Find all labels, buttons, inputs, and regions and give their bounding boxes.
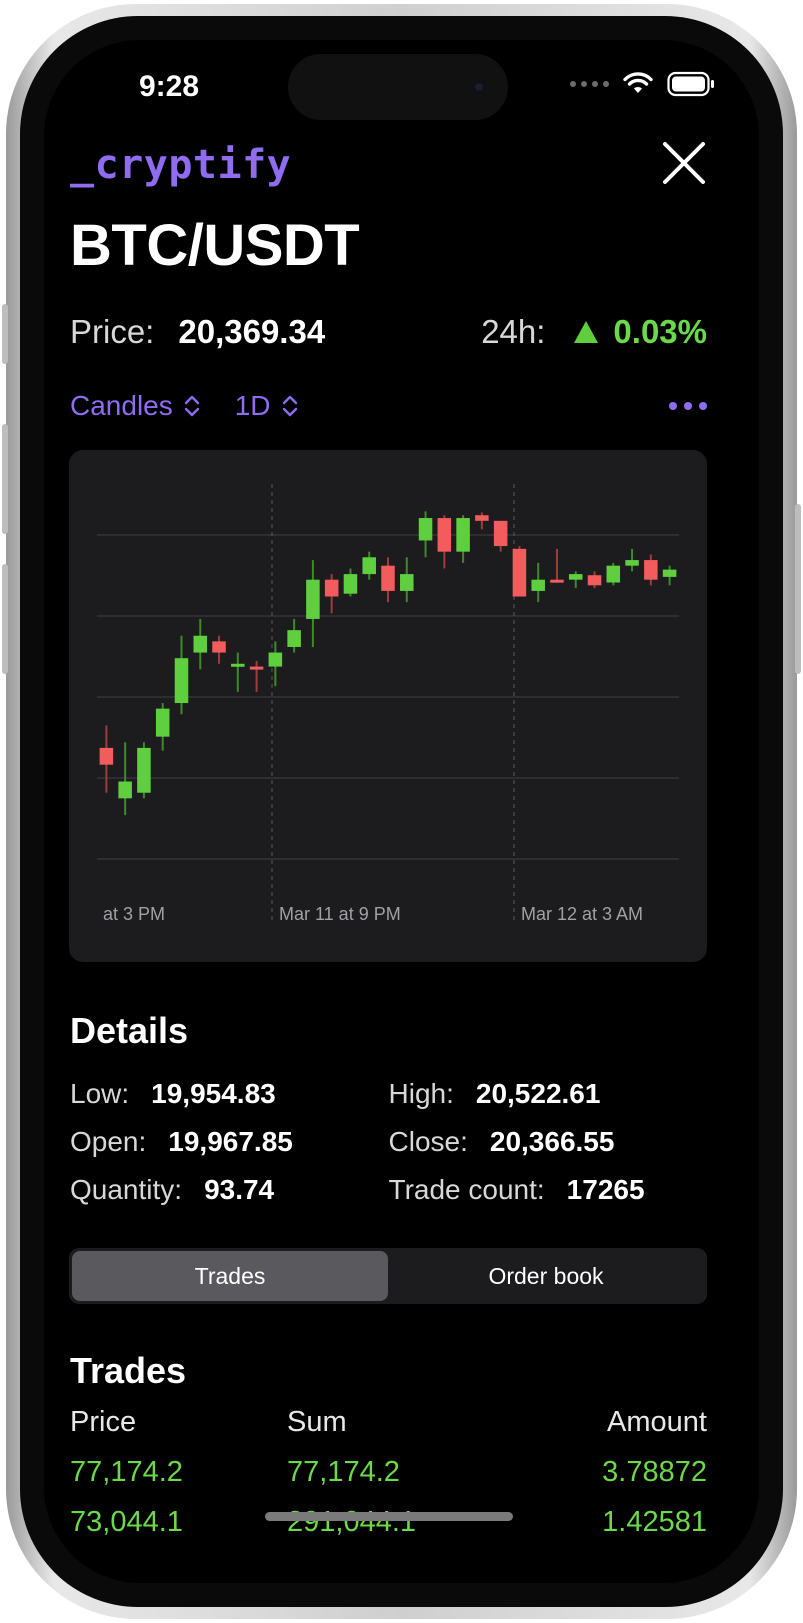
status-icons: [570, 70, 715, 98]
price-column-header: Price: [70, 1406, 137, 1438]
battery-icon: [667, 71, 714, 97]
candlestick-chart[interactable]: at 3 PM Mar 11 at 9 PM Mar 12 at 3 AM: [69, 450, 707, 962]
chart-controls: Candles 1D: [70, 386, 707, 426]
trade-count-value: 17265: [566, 1174, 645, 1205]
candle-body: [531, 579, 545, 591]
candle-body: [512, 548, 527, 597]
volume-up-button: [2, 424, 8, 534]
app-screen: 9:28 _cryptify BTC/USDT Price: 20,369.34…: [44, 40, 759, 1583]
more-options-icon[interactable]: [669, 402, 707, 410]
trades-title: Trades: [70, 1350, 187, 1391]
x-tick-label: at 3 PM: [103, 904, 165, 924]
segmented-control: Trades Order book: [69, 1248, 707, 1304]
candle-body: [287, 630, 301, 647]
open-value: 19,967.85: [168, 1126, 293, 1157]
high-label: High:: [388, 1078, 454, 1109]
interval-picker[interactable]: 1D: [235, 390, 299, 422]
candle-body: [644, 560, 658, 580]
trade-sum: 291,044.1: [287, 1506, 417, 1538]
interval-label: 1D: [234, 390, 271, 421]
candle-body: [212, 641, 226, 653]
chevron-up-down-icon: [184, 395, 199, 417]
candle-body: [568, 574, 583, 580]
low-value: 19,954.83: [151, 1078, 276, 1109]
pair-title: BTC/USDT: [70, 213, 360, 278]
high-value: 20,522.61: [475, 1078, 601, 1109]
candle-body: [606, 565, 621, 583]
trade-row: 77,174.2 77,174.2 3.78872: [70, 1456, 707, 1496]
candle-body: [456, 518, 470, 552]
arrow-up-icon: [574, 321, 599, 343]
price-row: Price: 20,369.34 24h: 0.03%: [70, 310, 707, 354]
trade-count-label: Trade count:: [388, 1174, 545, 1205]
open-label: Open:: [70, 1126, 147, 1157]
candle-body: [118, 781, 132, 799]
price-label: Price:: [70, 313, 155, 350]
candle-body: [268, 652, 283, 667]
candle-body: [155, 708, 170, 737]
candle-body: [324, 579, 339, 597]
candle-body: [99, 747, 114, 765]
close-value: 20,366.55: [489, 1126, 615, 1157]
candle-body: [418, 518, 433, 541]
candle-body: [306, 579, 320, 619]
candle-body: [193, 635, 208, 653]
tab-order-book[interactable]: Order book: [488, 1262, 604, 1289]
close-icon[interactable]: [661, 140, 707, 186]
quantity-label: Quantity:: [70, 1174, 183, 1205]
wifi-icon: [623, 72, 653, 93]
candle-body: [343, 574, 358, 594]
power-button: [795, 504, 801, 674]
candle-body: [475, 515, 489, 521]
trade-price: 77,174.2: [70, 1456, 183, 1488]
side-button: [2, 304, 8, 364]
app-logo: _cryptify: [70, 142, 292, 188]
x-tick-label: Mar 12 at 3 AM: [521, 904, 643, 924]
details-row: Quantity: 93.74 Trade count: 17265: [70, 1166, 707, 1214]
candle-body: [381, 565, 395, 591]
candle-body: [362, 557, 376, 575]
price-value: 20,369.34: [178, 313, 326, 350]
tab-trades[interactable]: Trades: [72, 1251, 388, 1301]
candle-body: [493, 520, 508, 547]
details-title: Details: [70, 1010, 189, 1051]
chart-canvas: at 3 PM Mar 11 at 9 PM Mar 12 at 3 AM: [97, 484, 679, 924]
low-label: Low:: [70, 1078, 130, 1109]
status-time: 9:28: [139, 70, 200, 103]
trade-amount: 3.78872: [602, 1456, 707, 1488]
volume-down-button: [2, 564, 8, 674]
candle-body: [400, 574, 414, 591]
details-grid: Low: 19,954.83 High: 20,522.61 Open: 19,967…: [70, 1070, 707, 1214]
trade-price: 73,044.1: [70, 1506, 183, 1538]
home-indicator[interactable]: [265, 1512, 513, 1521]
cellular-signal-icon: [570, 81, 609, 87]
candle-body: [662, 569, 677, 577]
candle-body: [587, 575, 602, 586]
camera-icon: [472, 80, 486, 94]
chart-type-label: Candles: [70, 390, 173, 421]
change-value: 0.03%: [613, 313, 707, 350]
details-row: Open: 19,967.85 Close: 20,366.55: [70, 1118, 707, 1166]
candle-body: [550, 579, 564, 583]
quantity-value: 93.74: [204, 1174, 275, 1205]
candle-body: [625, 560, 639, 566]
candle-body: [137, 747, 151, 793]
dynamic-island: [288, 54, 508, 120]
trade-amount: 1.42581: [602, 1506, 707, 1538]
close-label: Close:: [388, 1126, 468, 1157]
trade-row: 73,044.1 291,044.1 1.42581: [70, 1506, 707, 1546]
candle-body: [437, 518, 452, 552]
candle-body: [231, 663, 245, 667]
change-label: 24h:: [481, 313, 546, 350]
chart-type-picker[interactable]: Candles: [70, 390, 201, 422]
details-row: Low: 19,954.83 High: 20,522.61: [70, 1070, 707, 1118]
candle-body: [249, 666, 264, 670]
amount-column-header: Amount: [607, 1406, 707, 1438]
sum-column-header: Sum: [287, 1406, 347, 1438]
x-tick-label: Mar 11 at 9 PM: [279, 904, 401, 924]
trades-header: Price Sum Amount: [70, 1406, 707, 1446]
trade-sum: 77,174.2: [287, 1456, 400, 1488]
candle-body: [174, 658, 189, 704]
chevron-up-down-icon: [282, 395, 297, 417]
